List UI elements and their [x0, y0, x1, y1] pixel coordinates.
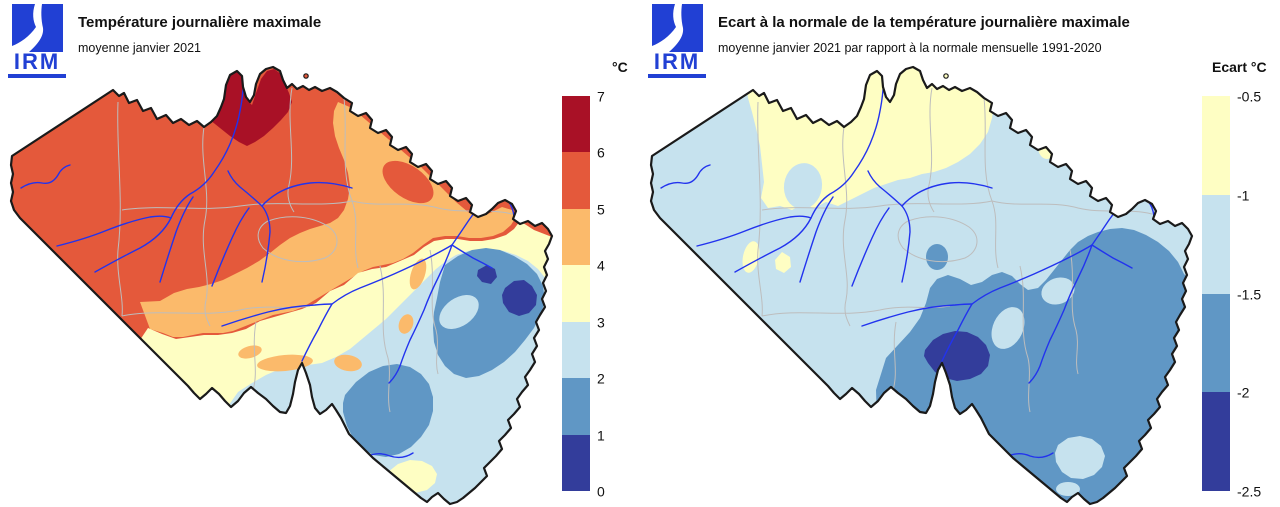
- colorbar-tick-label: 7: [597, 88, 605, 105]
- anomaly-colorbar: [1202, 96, 1230, 491]
- irm-logo: IRM: [8, 2, 72, 78]
- irm-logo-mark: [652, 4, 703, 52]
- region-temp-1-2-east: [433, 248, 545, 378]
- colorbar-tick-label: 6: [597, 144, 605, 161]
- region-anom-1-15-bay: [783, 163, 823, 209]
- colorbar-tick-label: -2.5: [1237, 483, 1262, 500]
- colorbar-segment: [562, 208, 590, 266]
- temperature-colorbar-ticks: 7 6 5 4 3 2 1 0: [597, 88, 639, 499]
- region-temp-0-1: [477, 265, 497, 284]
- colorbar-segment: [1202, 392, 1230, 491]
- region-temp-1-2-south: [343, 364, 433, 457]
- page-subtitle: moyenne janvier 2021: [78, 41, 201, 55]
- left-titles: Température journalière maximale moyenne…: [78, 14, 321, 55]
- region-anom-05-1-spot: [775, 252, 791, 273]
- region-temp-0-1: [502, 280, 537, 316]
- temperature-colorbar: [562, 96, 590, 491]
- region-anom-1-15-patch: [991, 307, 1025, 349]
- region-temp-4-5-spot: [334, 354, 362, 372]
- temperature-map: [9, 65, 554, 506]
- anomaly-legend: Ecart °C -0.5 -1 -1.5 -2 -2.5: [1202, 59, 1280, 499]
- baarle-enclave-dot: [303, 73, 309, 79]
- colorbar-tick-label: -1.5: [1237, 285, 1262, 302]
- temperature-panel: IRM Température journalière maximale moy…: [8, 2, 640, 506]
- temperature-legend: °C 7 6 5 4 3 2 1 0: [562, 59, 640, 499]
- colorbar-tick-label: -0.5: [1237, 88, 1262, 105]
- page-title: Température journalière maximale: [78, 14, 322, 31]
- region-temp-4-5-spot: [398, 314, 414, 334]
- region-temp-4-5-spot: [409, 258, 427, 290]
- region-anom-1-15-patch: [1041, 277, 1075, 305]
- region-temp-5-6-wedge-north: [412, 131, 442, 161]
- irm-logo: IRM: [648, 2, 712, 78]
- colorbar-tick-label: 2: [597, 370, 605, 387]
- colorbar-tick-label: -1: [1237, 187, 1250, 204]
- irm-logo-text: IRM: [8, 51, 66, 78]
- colorbar-segment: [1202, 293, 1230, 393]
- colorbar-tick-label: 0: [597, 483, 605, 500]
- colorbar-segment: [562, 96, 590, 153]
- colorbar-segment: [562, 152, 590, 209]
- anomaly-colorbar-ticks: -0.5 -1 -1.5 -2 -2.5: [1237, 88, 1279, 499]
- region-anom-1-15-patch: [1055, 436, 1105, 479]
- colorbar-segment: [562, 378, 590, 435]
- colorbar-segment: [1202, 96, 1230, 195]
- anomaly-map: [649, 65, 1194, 506]
- colorbar-segment: [1202, 194, 1230, 294]
- irm-logo-text: IRM: [648, 51, 706, 78]
- right-titles: Ecart à la normale de la température jou…: [718, 14, 1130, 55]
- anomaly-panel: IRM Ecart à la normale de la température…: [640, 0, 1280, 507]
- region-anom-1-15-patch: [1056, 482, 1080, 496]
- region-temp-6-7: [196, 69, 292, 146]
- colorbar-tick-label: 4: [597, 257, 605, 274]
- region-temp-2-3-valley: [439, 294, 479, 330]
- page-title: Ecart à la normale de la température jou…: [718, 14, 1130, 31]
- colorbar-segment: [562, 434, 590, 491]
- baarle-enclave-dot: [943, 73, 949, 79]
- region-temp-4-5-spot: [238, 345, 262, 359]
- colorbar-tick-label: 3: [597, 314, 605, 331]
- irm-logo-mark: [12, 4, 63, 52]
- colorbar-tick-label: 5: [597, 201, 605, 218]
- region-temp-4-5-band: [140, 102, 516, 337]
- page-subtitle: moyenne janvier 2021 par rapport à la no…: [718, 41, 1102, 55]
- colorbar-segment: [562, 321, 590, 379]
- legend-unit-label: Ecart °C: [1212, 59, 1267, 75]
- region-temp-5-6-wedge: [382, 160, 434, 204]
- colorbar-tick-label: 1: [597, 426, 605, 443]
- region-anom-15-2-blob: [926, 244, 948, 270]
- legend-unit-label: °C: [612, 59, 628, 75]
- colorbar-segment: [562, 265, 590, 322]
- colorbar-tick-label: -2: [1237, 384, 1250, 401]
